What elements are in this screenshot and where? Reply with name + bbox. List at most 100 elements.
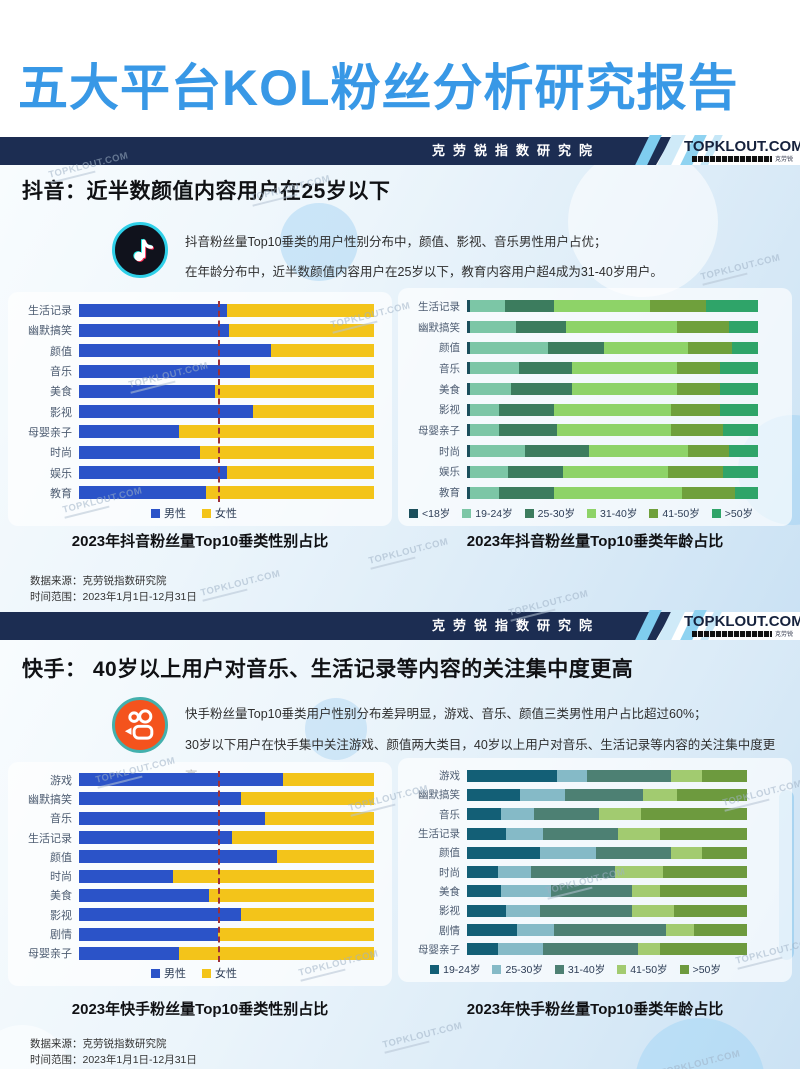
chart-row: 剧情 — [404, 923, 747, 938]
legend-swatch — [524, 508, 534, 518]
chart-legend: <18岁 19-24岁 25-30岁 31-40岁 41-50岁 >50岁 — [404, 503, 758, 523]
header-navy-band — [0, 612, 672, 640]
bar-segment — [208, 888, 374, 902]
bar-segment — [542, 943, 638, 956]
legend-item: 男性 — [151, 965, 186, 981]
logo-tagline-strip — [692, 631, 772, 637]
kuaishou-gender-chart: 游戏 幽默搞笑 音乐 生活记录 颜值 时尚 美食 影视 剧情 母婴亲子 男性 女性 — [8, 762, 392, 986]
chart-row: 生活记录 — [404, 826, 747, 841]
category-label: 幽默搞笑 — [28, 793, 72, 806]
bar-segment — [615, 866, 663, 879]
bar-segment — [731, 341, 758, 354]
decor-bubble — [568, 165, 718, 297]
chart-plot-area: 生活记录 幽默搞笑 颜值 音乐 美食 影视 母婴亲子 时尚 娱乐 教育 — [404, 296, 758, 503]
bar-segment — [510, 383, 572, 396]
bar-segment — [542, 827, 619, 840]
bar-segment — [79, 384, 215, 398]
chart-row: 游戏 — [14, 772, 374, 788]
douyin-icon — [112, 222, 168, 278]
bar-segment — [467, 465, 470, 478]
bar-segment — [469, 341, 549, 354]
category-label: 游戏 — [50, 774, 72, 787]
bar-segment — [660, 943, 747, 956]
category-label: 时尚 — [50, 447, 72, 460]
category-label: 教育 — [439, 487, 460, 500]
chart-row: 剧情 — [14, 926, 374, 942]
bar-segment — [504, 300, 555, 313]
douyin-gender-chart: 生活记录 幽默搞笑 颜值 音乐 美食 影视 母婴亲子 时尚 娱乐 教育 男性 女性 — [8, 292, 392, 526]
bar-segment — [469, 403, 499, 416]
legend-label: >50岁 — [724, 507, 754, 520]
chart-row: 娱乐 — [404, 464, 758, 479]
chart-row: 母婴亲子 — [404, 423, 758, 438]
gender-chart-caption: 2023年快手粉丝量Top10垂类性别占比 — [71, 1001, 329, 1018]
bar-segment — [499, 486, 555, 499]
bar-segment — [79, 831, 233, 845]
bar-segment — [519, 362, 572, 375]
bar-segment — [632, 885, 661, 898]
legend-item: 19-24岁 — [462, 506, 513, 521]
bar-segment — [79, 344, 271, 358]
legend-item: 31-40岁 — [587, 506, 637, 521]
bar-segment — [232, 831, 374, 845]
bar-segment — [497, 943, 543, 956]
bar-segment — [467, 885, 501, 898]
bar-segment — [548, 341, 604, 354]
bar-segment — [525, 445, 590, 458]
bar-segment — [670, 424, 724, 437]
bar-track — [79, 445, 374, 459]
bar-segment — [553, 924, 666, 937]
bar-track — [79, 384, 374, 398]
bar-segment — [469, 300, 505, 313]
bar-segment — [79, 850, 277, 864]
decor-bubble — [635, 1018, 765, 1069]
bar-segment — [79, 811, 265, 825]
bar-track — [467, 866, 747, 879]
description-line: 抖音粉丝量Top10垂类的用户性别分布中，颜值、影视、音乐男性用户占优； — [185, 235, 607, 249]
category-label: 音乐 — [50, 813, 72, 826]
institute-name: 克劳锐指数研究院 — [431, 143, 600, 158]
legend-label: 19-24岁 — [475, 507, 513, 520]
chart-row: 时尚 — [404, 865, 747, 880]
section-description: 快手粉丝量Top10垂类用户性别分布差异明显，游戏、音乐、颜值三类男性用户占比超… — [185, 699, 800, 792]
chart-row: 时尚 — [404, 444, 758, 459]
bar-segment — [79, 466, 227, 480]
bar-segment — [688, 341, 732, 354]
bar-segment — [467, 362, 470, 375]
bar-segment — [671, 769, 703, 782]
bar-segment — [79, 445, 200, 459]
bar-segment — [728, 445, 758, 458]
category-label: 母婴亲子 — [28, 948, 72, 961]
chart-row: 影视 — [14, 404, 374, 420]
bar-track — [79, 908, 374, 922]
bar-track — [79, 425, 374, 439]
bar-segment — [705, 300, 758, 313]
bar-segment — [467, 424, 470, 437]
category-label: 幽默搞笑 — [418, 321, 460, 334]
legend-item: <18岁 — [408, 506, 450, 521]
bar-track — [79, 466, 374, 480]
bar-segment — [467, 321, 470, 334]
legend-item: 41-50岁 — [617, 962, 668, 977]
bar-track — [467, 341, 758, 354]
category-label: 娱乐 — [439, 466, 460, 479]
bar-segment — [79, 405, 254, 419]
category-label: 剧情 — [50, 929, 72, 942]
category-label: 生活记录 — [28, 305, 72, 318]
bar-segment — [500, 885, 551, 898]
bar-track — [79, 946, 374, 960]
bar-track — [467, 403, 758, 416]
header-navy-band — [0, 137, 672, 165]
bar-segment — [467, 486, 470, 499]
legend-item: 25-30岁 — [524, 506, 575, 521]
bar-track — [79, 303, 374, 317]
bar-segment — [469, 362, 520, 375]
bar-track — [467, 321, 758, 334]
chart-row: 生活记录 — [14, 830, 374, 846]
bar-track — [467, 885, 747, 898]
bar-segment — [554, 486, 683, 499]
institute-name: 克劳锐指数研究院 — [431, 618, 600, 633]
bar-segment — [595, 846, 672, 859]
bar-segment — [640, 808, 747, 821]
bar-segment — [79, 869, 174, 883]
